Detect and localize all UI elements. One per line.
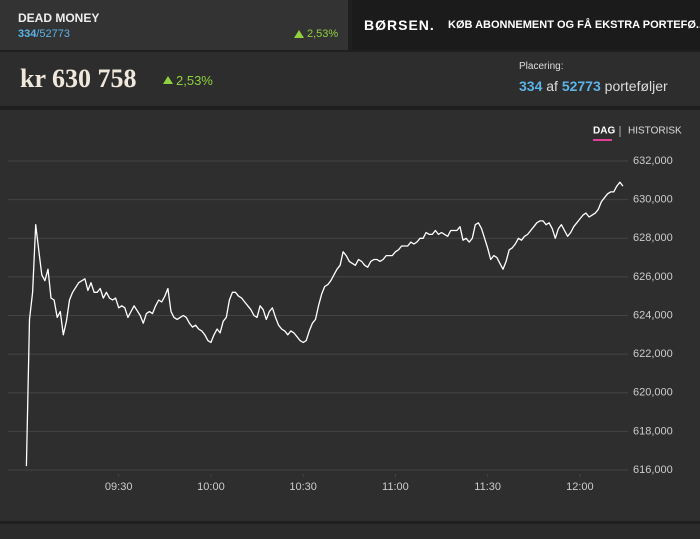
x-tick-label: 12:00 (566, 481, 594, 493)
portfolio-name: DEAD MONEY (18, 11, 100, 25)
arrow (163, 76, 173, 84)
placement-label: Placering: (519, 61, 564, 72)
tab-dag[interactable]: DAG (593, 126, 615, 137)
x-tick-label: 09:30 (105, 481, 133, 493)
summary: kr 630 758 2,53% Placering: 334 af 52773… (0, 52, 700, 106)
x-tick-label: 11:30 (474, 481, 501, 493)
y-tick-label: 628,000 (633, 232, 673, 244)
banner[interactable]: BØRSEN. KØB ABONNEMENT OG FÅ EKSTRA PORT… (352, 0, 700, 50)
up-arrow (294, 30, 304, 38)
rank-value: 334 (18, 28, 37, 40)
y-tick-label: 630,000 (633, 194, 673, 206)
banner-text: KØB ABONNEMENT OG FÅ EKSTRA PORTEFØ... (448, 19, 700, 31)
y-tick-label: 618,000 (633, 425, 673, 437)
up-arrow (163, 76, 173, 84)
x-tick-label: 11:00 (382, 481, 409, 493)
y-tick-label: 626,000 (633, 271, 673, 283)
portfolio-value: kr 630 758 (20, 64, 137, 93)
tab-underline (593, 139, 612, 141)
price-line (25, 181, 624, 467)
arrow (294, 30, 304, 38)
placement-of: af (546, 78, 558, 94)
footer-strip (0, 524, 700, 539)
placement-unit: porteføljer (604, 78, 668, 94)
x-tick-label: 10:30 (289, 481, 317, 493)
placement-rank: 334 (519, 78, 543, 94)
y-tick-label: 632,000 (633, 155, 673, 167)
y-tick-label: 620,000 (633, 387, 673, 399)
rank-total: /52773 (36, 28, 71, 40)
rank: 334/52773 (18, 28, 70, 40)
placement: 334 af 52773 porteføljer (519, 78, 668, 94)
value-change: 2,53% (176, 73, 213, 88)
y-tick-label: 616,000 (633, 464, 673, 476)
change: 2,53% (307, 28, 339, 40)
chart: DAG HISTORISK 616,000 618,000 620,000 622,0… (8, 126, 682, 493)
logo: BØRSEN. (364, 17, 435, 33)
placement-total: 52773 (561, 78, 601, 94)
y-tick-label: 624,000 (633, 309, 673, 321)
x-tick-label: 10:00 (197, 481, 225, 493)
tab-historisk[interactable]: HISTORISK (628, 126, 682, 137)
y-tick-label: 622,000 (633, 348, 673, 360)
portfolio-header[interactable]: DEAD MONEY 334/52773 2,53% (0, 0, 348, 50)
